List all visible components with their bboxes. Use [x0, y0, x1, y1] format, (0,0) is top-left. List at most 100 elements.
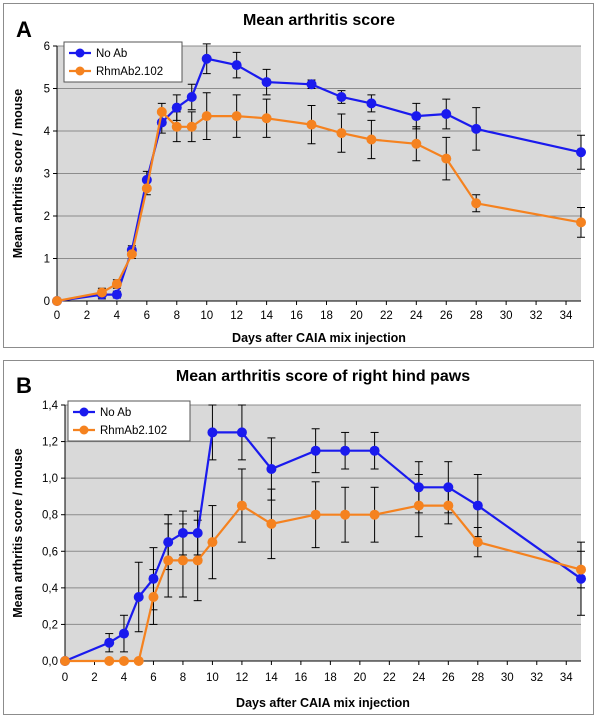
legend-box: [63, 41, 183, 83]
data-point: [236, 500, 247, 511]
x-tick-label: 8: [174, 310, 180, 322]
data-point: [366, 98, 377, 109]
x-tick-label: 8: [180, 672, 186, 684]
x-tick-label: 32: [530, 672, 543, 684]
data-point: [177, 555, 188, 566]
y-tick-label: 1,0: [42, 473, 58, 485]
data-point: [111, 289, 122, 300]
legend-label: No Ab: [96, 48, 127, 60]
data-point: [576, 564, 586, 575]
data-point: [266, 518, 277, 529]
x-tick-label: 24: [412, 672, 425, 684]
data-point: [177, 528, 188, 538]
y-tick-label: 0: [44, 296, 50, 308]
data-point: [52, 296, 62, 306]
data-point: [411, 111, 422, 122]
x-axis-title: Days after CAIA mix injection: [232, 331, 406, 345]
data-point: [148, 573, 159, 584]
data-point: [441, 153, 452, 164]
data-point: [576, 217, 586, 228]
data-point: [133, 592, 144, 602]
chart-panel-b: B Mean arthritis score of right hind paws…: [3, 360, 594, 715]
data-point: [306, 79, 317, 90]
y-tick-label: 0,2: [42, 619, 58, 631]
y-tick-label: 0,6: [42, 546, 58, 558]
y-tick-label: 3: [44, 169, 50, 181]
y-tick-label: 1,4: [42, 400, 59, 412]
data-point: [126, 249, 137, 260]
plot-area: [65, 405, 581, 661]
panel-label: B: [16, 373, 32, 398]
data-point: [261, 77, 272, 88]
data-point: [266, 464, 277, 474]
y-tick-label: 6: [44, 41, 50, 53]
data-point: [231, 111, 242, 122]
x-tick-label: 24: [410, 310, 423, 322]
data-point: [306, 119, 317, 130]
x-tick-label: 10: [206, 672, 219, 684]
data-point: [60, 656, 70, 666]
y-axis-title: Mean arthritis score / mouse: [11, 89, 25, 259]
chart-title: Mean arthritis score of right hind paws: [176, 368, 470, 385]
legend-swatch-marker: [75, 48, 85, 58]
x-tick-label: 20: [353, 672, 366, 684]
data-point: [336, 92, 347, 102]
y-tick-label: 5: [44, 84, 50, 96]
y-tick-label: 1,2: [42, 437, 58, 449]
data-point: [118, 656, 129, 666]
x-tick-label: 16: [294, 672, 307, 684]
data-point: [369, 445, 380, 456]
data-point: [207, 427, 218, 438]
data-point: [201, 53, 212, 64]
x-tick-label: 20: [350, 310, 363, 322]
legend-box: [67, 400, 191, 442]
chart-title: Mean arthritis score: [243, 12, 395, 29]
legend-label: RhmAb2.102: [100, 425, 167, 437]
data-point: [471, 123, 482, 134]
data-point: [310, 509, 321, 520]
x-tick-label: 0: [54, 310, 60, 322]
data-point: [310, 445, 321, 456]
y-tick-label: 4: [44, 126, 51, 138]
x-tick-label: 22: [380, 310, 393, 322]
x-tick-label: 34: [560, 310, 573, 322]
x-tick-label: 6: [150, 672, 156, 684]
y-tick-label: 1: [44, 254, 50, 266]
x-tick-label: 12: [230, 310, 243, 322]
x-axis-title: Days after CAIA mix injection: [236, 696, 410, 710]
y-tick-label: 2: [44, 211, 50, 223]
data-point: [443, 482, 454, 493]
x-tick-label: 18: [324, 672, 337, 684]
data-point: [340, 509, 351, 520]
data-point: [96, 287, 107, 298]
data-point: [104, 637, 115, 648]
data-point: [413, 482, 424, 493]
data-point: [340, 445, 351, 456]
x-tick-label: 4: [114, 310, 121, 322]
x-tick-label: 32: [530, 310, 543, 322]
data-point: [171, 102, 182, 113]
data-point: [171, 121, 182, 132]
data-point: [261, 113, 272, 124]
data-point: [576, 147, 586, 158]
data-point: [133, 656, 144, 666]
y-tick-label: 0,8: [42, 510, 58, 522]
y-tick-label: 0,4: [42, 583, 59, 595]
legend-swatch-marker: [75, 66, 85, 76]
series-line: [56, 109, 582, 303]
x-tick-label: 2: [91, 672, 97, 684]
y-tick-label: 0,0: [42, 656, 58, 668]
data-point: [207, 537, 218, 548]
x-tick-label: 12: [236, 672, 249, 684]
legend-label: RhmAb2.102: [96, 66, 163, 78]
data-point: [111, 279, 122, 289]
x-tick-label: 30: [500, 310, 513, 322]
data-point: [471, 198, 482, 209]
x-tick-label: 4: [121, 672, 128, 684]
x-tick-label: 34: [560, 672, 573, 684]
data-point: [104, 656, 115, 666]
data-point: [156, 106, 167, 117]
chart-b-svg: B Mean arthritis score of right hind paws…: [11, 368, 586, 710]
data-point: [118, 628, 129, 639]
